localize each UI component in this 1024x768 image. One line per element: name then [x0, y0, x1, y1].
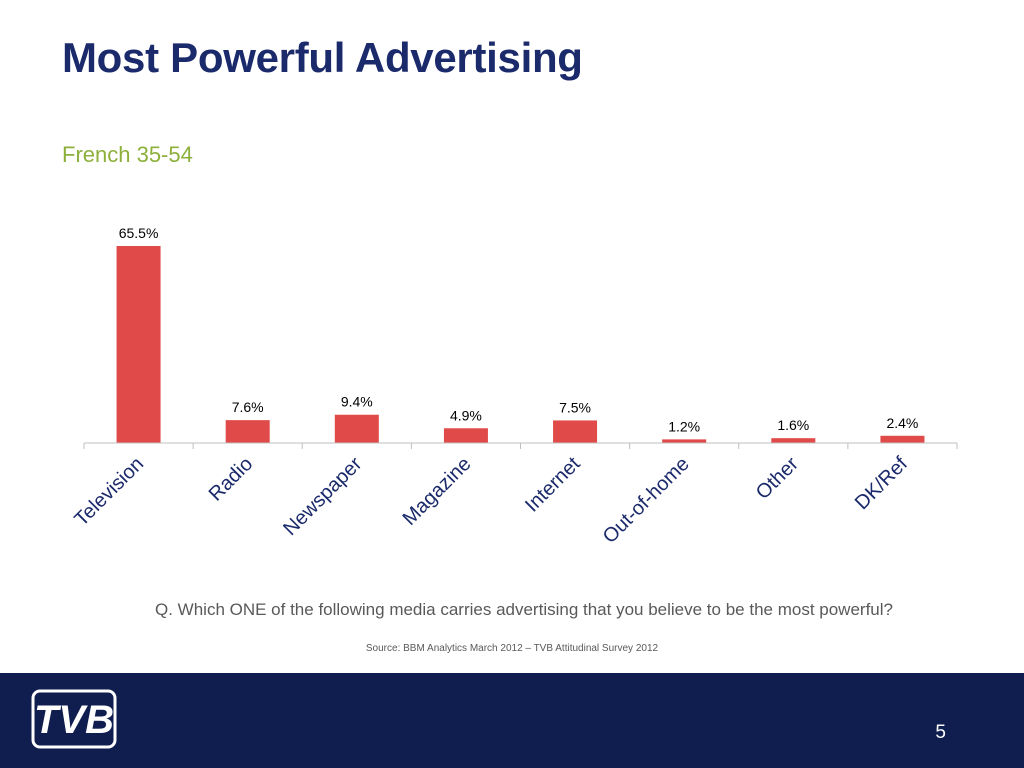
data-label: 4.9% — [450, 407, 482, 423]
x-axis — [83, 442, 958, 449]
source-note: Source: BBM Analytics March 2012 – TVB A… — [365, 643, 659, 654]
page-number: 5 — [935, 722, 946, 743]
bar-radio — [225, 420, 270, 443]
category-label: Internet — [521, 453, 585, 517]
labels-layer: 65.5% Television 7.6% Radio 9.4% Newspaper 4.9… — [70, 225, 918, 548]
bar-dk-ref — [880, 435, 925, 443]
category-label: Magazine — [399, 453, 476, 530]
tvb-logo-text: TVB — [34, 698, 114, 742]
bar-newspaper — [334, 414, 379, 443]
bar-other — [771, 438, 816, 443]
bars-layer — [116, 246, 925, 443]
bar-out-of-home — [662, 439, 707, 443]
bar-chart: 65.5% Television 7.6% Radio 9.4% Newspaper 4.9… — [70, 225, 958, 548]
survey-question: Q. Which ONE of the following media carr… — [155, 600, 893, 619]
category-label: DK/Ref — [851, 453, 912, 514]
category-label: Newspaper — [279, 453, 366, 540]
bar-magazine — [443, 428, 488, 443]
data-label: 1.2% — [668, 418, 700, 434]
data-label: 65.5% — [119, 225, 159, 241]
category-label: Radio — [205, 453, 258, 506]
slide-subtitle: French 35-54 — [62, 142, 193, 167]
data-label: 2.4% — [886, 415, 918, 431]
bar-television — [116, 246, 161, 443]
slide-title: Most Powerful Advertising — [62, 34, 583, 81]
data-label: 7.5% — [559, 399, 591, 415]
data-label: 7.6% — [232, 399, 264, 415]
bar-internet — [553, 420, 598, 443]
tvb-logo: TVB — [31, 689, 117, 749]
category-label: Television — [70, 453, 148, 531]
category-label: Out-of-home — [599, 453, 694, 548]
data-label: 1.6% — [777, 417, 809, 433]
footer-bar: TVB 5 — [0, 673, 1024, 768]
data-label: 9.4% — [341, 394, 373, 410]
category-label: Other — [752, 453, 803, 504]
